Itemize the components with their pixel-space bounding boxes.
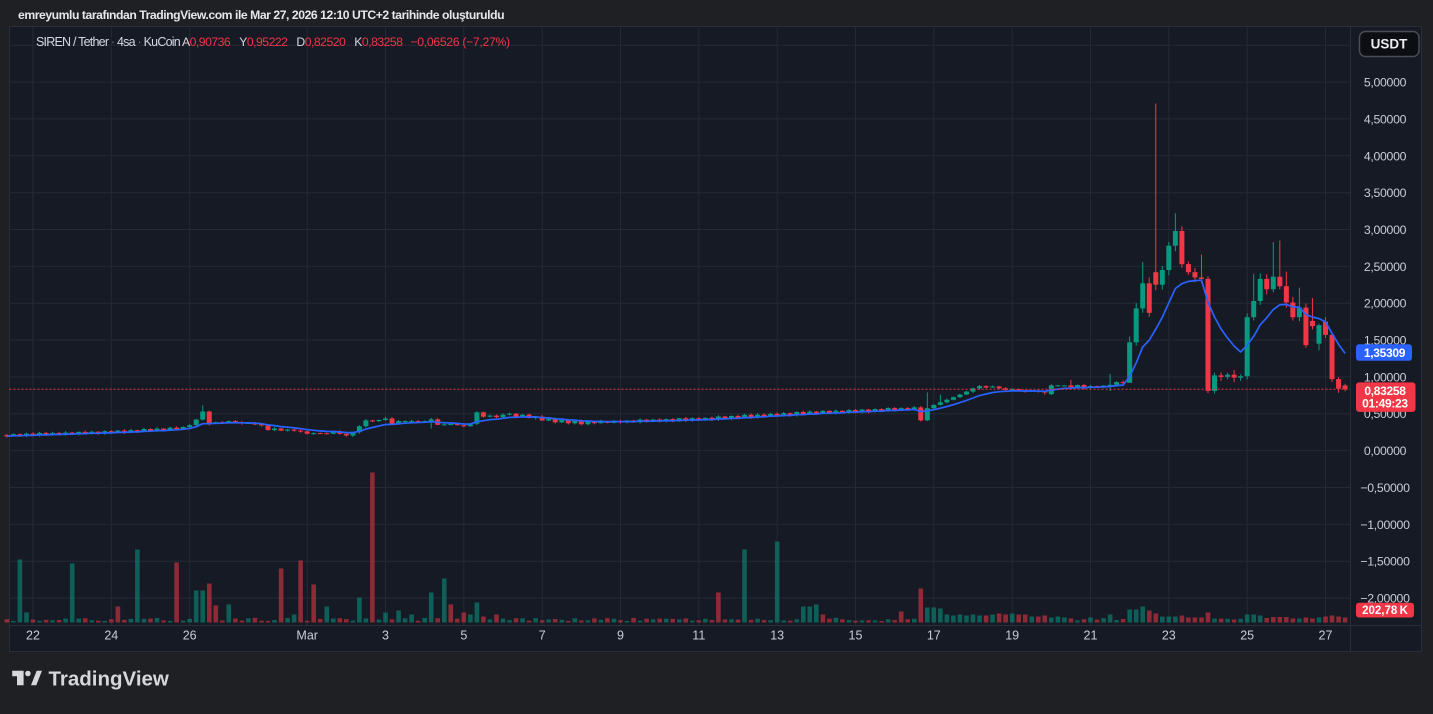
svg-text:4,00000: 4,00000 <box>1364 149 1407 163</box>
svg-text:emreyumlu tarafından TradingVi: emreyumlu tarafından TradingView.com ile… <box>18 8 504 22</box>
svg-text:SIREN / Tether · 4sa · KuCoin: SIREN / Tether · 4sa · KuCoin <box>36 35 181 49</box>
svg-text:23: 23 <box>1162 629 1176 643</box>
svg-text:26: 26 <box>183 629 197 643</box>
svg-text:3,50000: 3,50000 <box>1364 186 1407 200</box>
svg-text:4,50000: 4,50000 <box>1364 112 1407 126</box>
svg-text:USDT: USDT <box>1371 37 1409 52</box>
svg-text:21: 21 <box>1084 629 1098 643</box>
svg-text:5,00000: 5,00000 <box>1364 76 1407 90</box>
svg-text:−0,50000: −0,50000 <box>1360 481 1410 495</box>
svg-text:13: 13 <box>770 629 784 643</box>
svg-text:1,50000: 1,50000 <box>1364 334 1407 348</box>
svg-text:19: 19 <box>1005 629 1019 643</box>
svg-text:0,00000: 0,00000 <box>1364 444 1407 458</box>
svg-text:17: 17 <box>927 629 941 643</box>
svg-text:Mar: Mar <box>296 629 318 643</box>
svg-text:1,00000: 1,00000 <box>1364 370 1407 384</box>
svg-text:7: 7 <box>539 629 546 643</box>
svg-text:TradingView: TradingView <box>49 668 169 691</box>
svg-text:2,00000: 2,00000 <box>1364 297 1407 311</box>
svg-text:5: 5 <box>460 629 467 643</box>
svg-text:202,78 K: 202,78 K <box>1362 605 1408 617</box>
svg-text:25: 25 <box>1240 629 1254 643</box>
svg-text:15: 15 <box>849 629 863 643</box>
svg-text:24: 24 <box>104 629 118 643</box>
svg-text:−1,00000: −1,00000 <box>1360 518 1410 532</box>
svg-text:01:49:23: 01:49:23 <box>1362 396 1408 410</box>
svg-text:0,83258: 0,83258 <box>1364 384 1406 398</box>
svg-text:27: 27 <box>1319 629 1333 643</box>
svg-text:−1,50000: −1,50000 <box>1360 555 1410 569</box>
svg-text:11: 11 <box>692 629 705 643</box>
svg-text:2,50000: 2,50000 <box>1364 260 1407 274</box>
svg-text:22: 22 <box>26 629 40 643</box>
svg-text:1,35309: 1,35309 <box>1364 346 1406 360</box>
svg-text:3,00000: 3,00000 <box>1364 223 1407 237</box>
svg-text:−2,00000: −2,00000 <box>1360 592 1410 606</box>
svg-text:3: 3 <box>382 629 389 643</box>
svg-text:9: 9 <box>617 629 624 643</box>
